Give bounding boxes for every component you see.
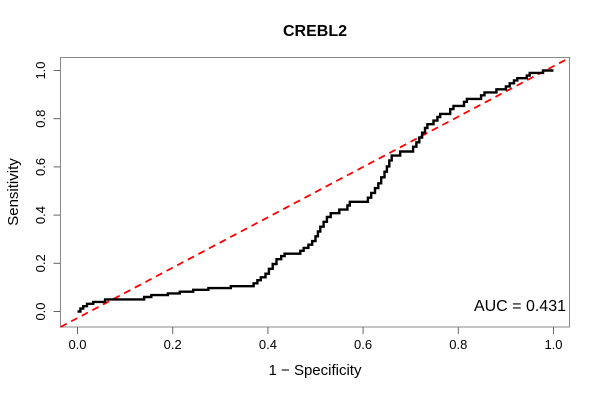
y-tick-label-1.0: 1.0 xyxy=(33,61,48,79)
y-tick-label-0.2: 0.2 xyxy=(33,254,48,272)
x-tick-label-0.4: 0.4 xyxy=(259,337,277,352)
x-tick-label-0.6: 0.6 xyxy=(354,337,372,352)
x-axis-ticks: 0.0 0.2 0.4 0.6 0.8 1.0 xyxy=(68,327,563,352)
x-axis-label: 1 − Specificity xyxy=(269,362,362,379)
roc-curve-path xyxy=(77,69,554,313)
y-tick-label-0.4: 0.4 xyxy=(33,206,48,224)
y-tick-label-0.8: 0.8 xyxy=(33,110,48,128)
y-axis-ticks: 0.0 0.2 0.4 0.6 0.8 1.0 xyxy=(33,61,61,321)
auc-annotation: AUC = 0.431 xyxy=(474,298,566,315)
y-tick-label-0.0: 0.0 xyxy=(33,302,48,320)
chance-diagonal-line xyxy=(60,56,571,328)
plot-box xyxy=(60,57,570,328)
x-tick-label-1.0: 1.0 xyxy=(544,337,562,352)
x-tick-label-0.0: 0.0 xyxy=(68,337,86,352)
x-tick-label-0.8: 0.8 xyxy=(449,337,467,352)
y-tick-label-0.6: 0.6 xyxy=(33,158,48,176)
y-axis-label: Sensitivity xyxy=(5,158,22,226)
x-tick-label-0.2: 0.2 xyxy=(164,337,182,352)
plot-title: CREBL2 xyxy=(283,23,347,40)
